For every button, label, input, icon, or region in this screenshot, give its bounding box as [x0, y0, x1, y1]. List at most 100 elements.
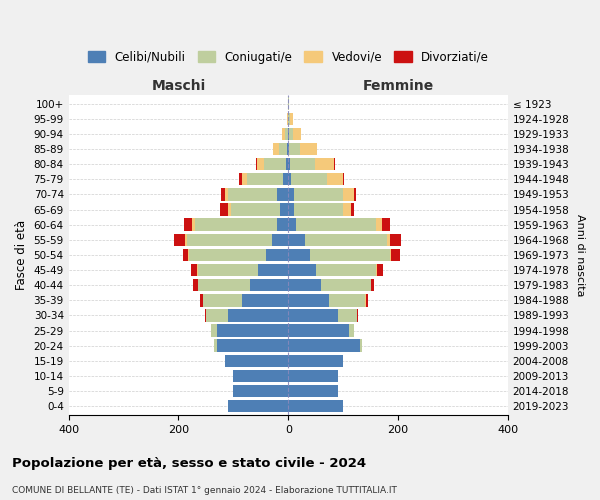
Y-axis label: Fasce di età: Fasce di età — [15, 220, 28, 290]
Bar — [321, 279, 371, 291]
Bar — [220, 204, 228, 216]
Bar — [188, 248, 190, 261]
Bar — [291, 173, 326, 186]
Bar — [187, 234, 272, 246]
Bar — [228, 400, 288, 412]
Bar — [288, 309, 338, 322]
Bar — [288, 173, 291, 186]
Bar — [256, 158, 257, 170]
Bar — [274, 143, 279, 155]
Bar — [365, 294, 368, 306]
Bar — [242, 294, 288, 306]
Bar — [293, 128, 301, 140]
Bar — [195, 218, 277, 231]
Bar — [279, 143, 287, 155]
Bar — [377, 264, 383, 276]
Bar — [288, 188, 294, 200]
Text: Femmine: Femmine — [362, 79, 434, 93]
Bar — [305, 234, 387, 246]
Bar — [286, 158, 288, 170]
Bar — [228, 188, 277, 200]
Bar — [197, 264, 258, 276]
Bar — [285, 128, 288, 140]
Bar — [280, 204, 288, 216]
Y-axis label: Anni di nascita: Anni di nascita — [575, 214, 585, 296]
Bar — [287, 112, 288, 125]
Text: Popolazione per età, sesso e stato civile - 2024: Popolazione per età, sesso e stato civil… — [12, 458, 366, 470]
Bar — [376, 264, 377, 276]
Bar — [349, 324, 354, 337]
Text: Maschi: Maschi — [151, 79, 206, 93]
Bar — [185, 234, 187, 246]
Bar — [288, 279, 321, 291]
Bar — [376, 218, 382, 231]
Bar — [258, 264, 288, 276]
Bar — [343, 173, 344, 186]
Bar — [230, 204, 280, 216]
Bar — [288, 248, 310, 261]
Bar — [211, 324, 217, 337]
Bar — [287, 143, 288, 155]
Bar — [214, 340, 217, 352]
Bar — [288, 204, 294, 216]
Bar — [387, 234, 390, 246]
Bar — [343, 204, 352, 216]
Bar — [334, 158, 335, 170]
Bar — [288, 324, 349, 337]
Bar — [338, 309, 357, 322]
Bar — [316, 264, 376, 276]
Bar — [288, 340, 359, 352]
Bar — [193, 279, 197, 291]
Bar — [391, 248, 400, 261]
Bar — [329, 294, 365, 306]
Bar — [282, 128, 285, 140]
Bar — [371, 279, 374, 291]
Bar — [233, 370, 288, 382]
Bar — [288, 354, 343, 367]
Bar — [390, 234, 401, 246]
Bar — [301, 143, 317, 155]
Bar — [288, 264, 316, 276]
Bar — [266, 248, 288, 261]
Bar — [184, 218, 192, 231]
Bar — [310, 248, 390, 261]
Bar — [314, 158, 334, 170]
Bar — [192, 218, 195, 231]
Bar — [354, 188, 356, 200]
Bar — [288, 294, 329, 306]
Bar — [294, 188, 343, 200]
Bar — [221, 188, 225, 200]
Legend: Celibi/Nubili, Coniugati/e, Vedovi/e, Divorziati/e: Celibi/Nubili, Coniugati/e, Vedovi/e, Di… — [83, 46, 494, 68]
Bar — [225, 188, 228, 200]
Bar — [390, 248, 391, 261]
Bar — [326, 173, 343, 186]
Bar — [359, 340, 362, 352]
Bar — [205, 309, 206, 322]
Text: COMUNE DI BELLANTE (TE) - Dati ISTAT 1° gennaio 2024 - Elaborazione TUTTITALIA.I: COMUNE DI BELLANTE (TE) - Dati ISTAT 1° … — [12, 486, 397, 495]
Bar — [183, 248, 188, 261]
Bar — [288, 385, 338, 398]
Bar — [277, 188, 288, 200]
Bar — [225, 354, 288, 367]
Bar — [197, 279, 250, 291]
Bar — [263, 158, 286, 170]
Bar — [200, 294, 203, 306]
Bar — [217, 324, 288, 337]
Bar — [352, 204, 354, 216]
Bar — [217, 340, 288, 352]
Bar — [288, 143, 289, 155]
Bar — [288, 218, 296, 231]
Bar — [206, 309, 228, 322]
Bar — [343, 188, 354, 200]
Bar — [289, 128, 293, 140]
Bar — [250, 279, 288, 291]
Bar — [382, 218, 390, 231]
Bar — [283, 173, 288, 186]
Bar — [290, 158, 314, 170]
Bar — [288, 370, 338, 382]
Bar — [228, 204, 230, 216]
Bar — [247, 173, 283, 186]
Bar — [228, 309, 288, 322]
Bar — [203, 294, 242, 306]
Bar — [357, 309, 358, 322]
